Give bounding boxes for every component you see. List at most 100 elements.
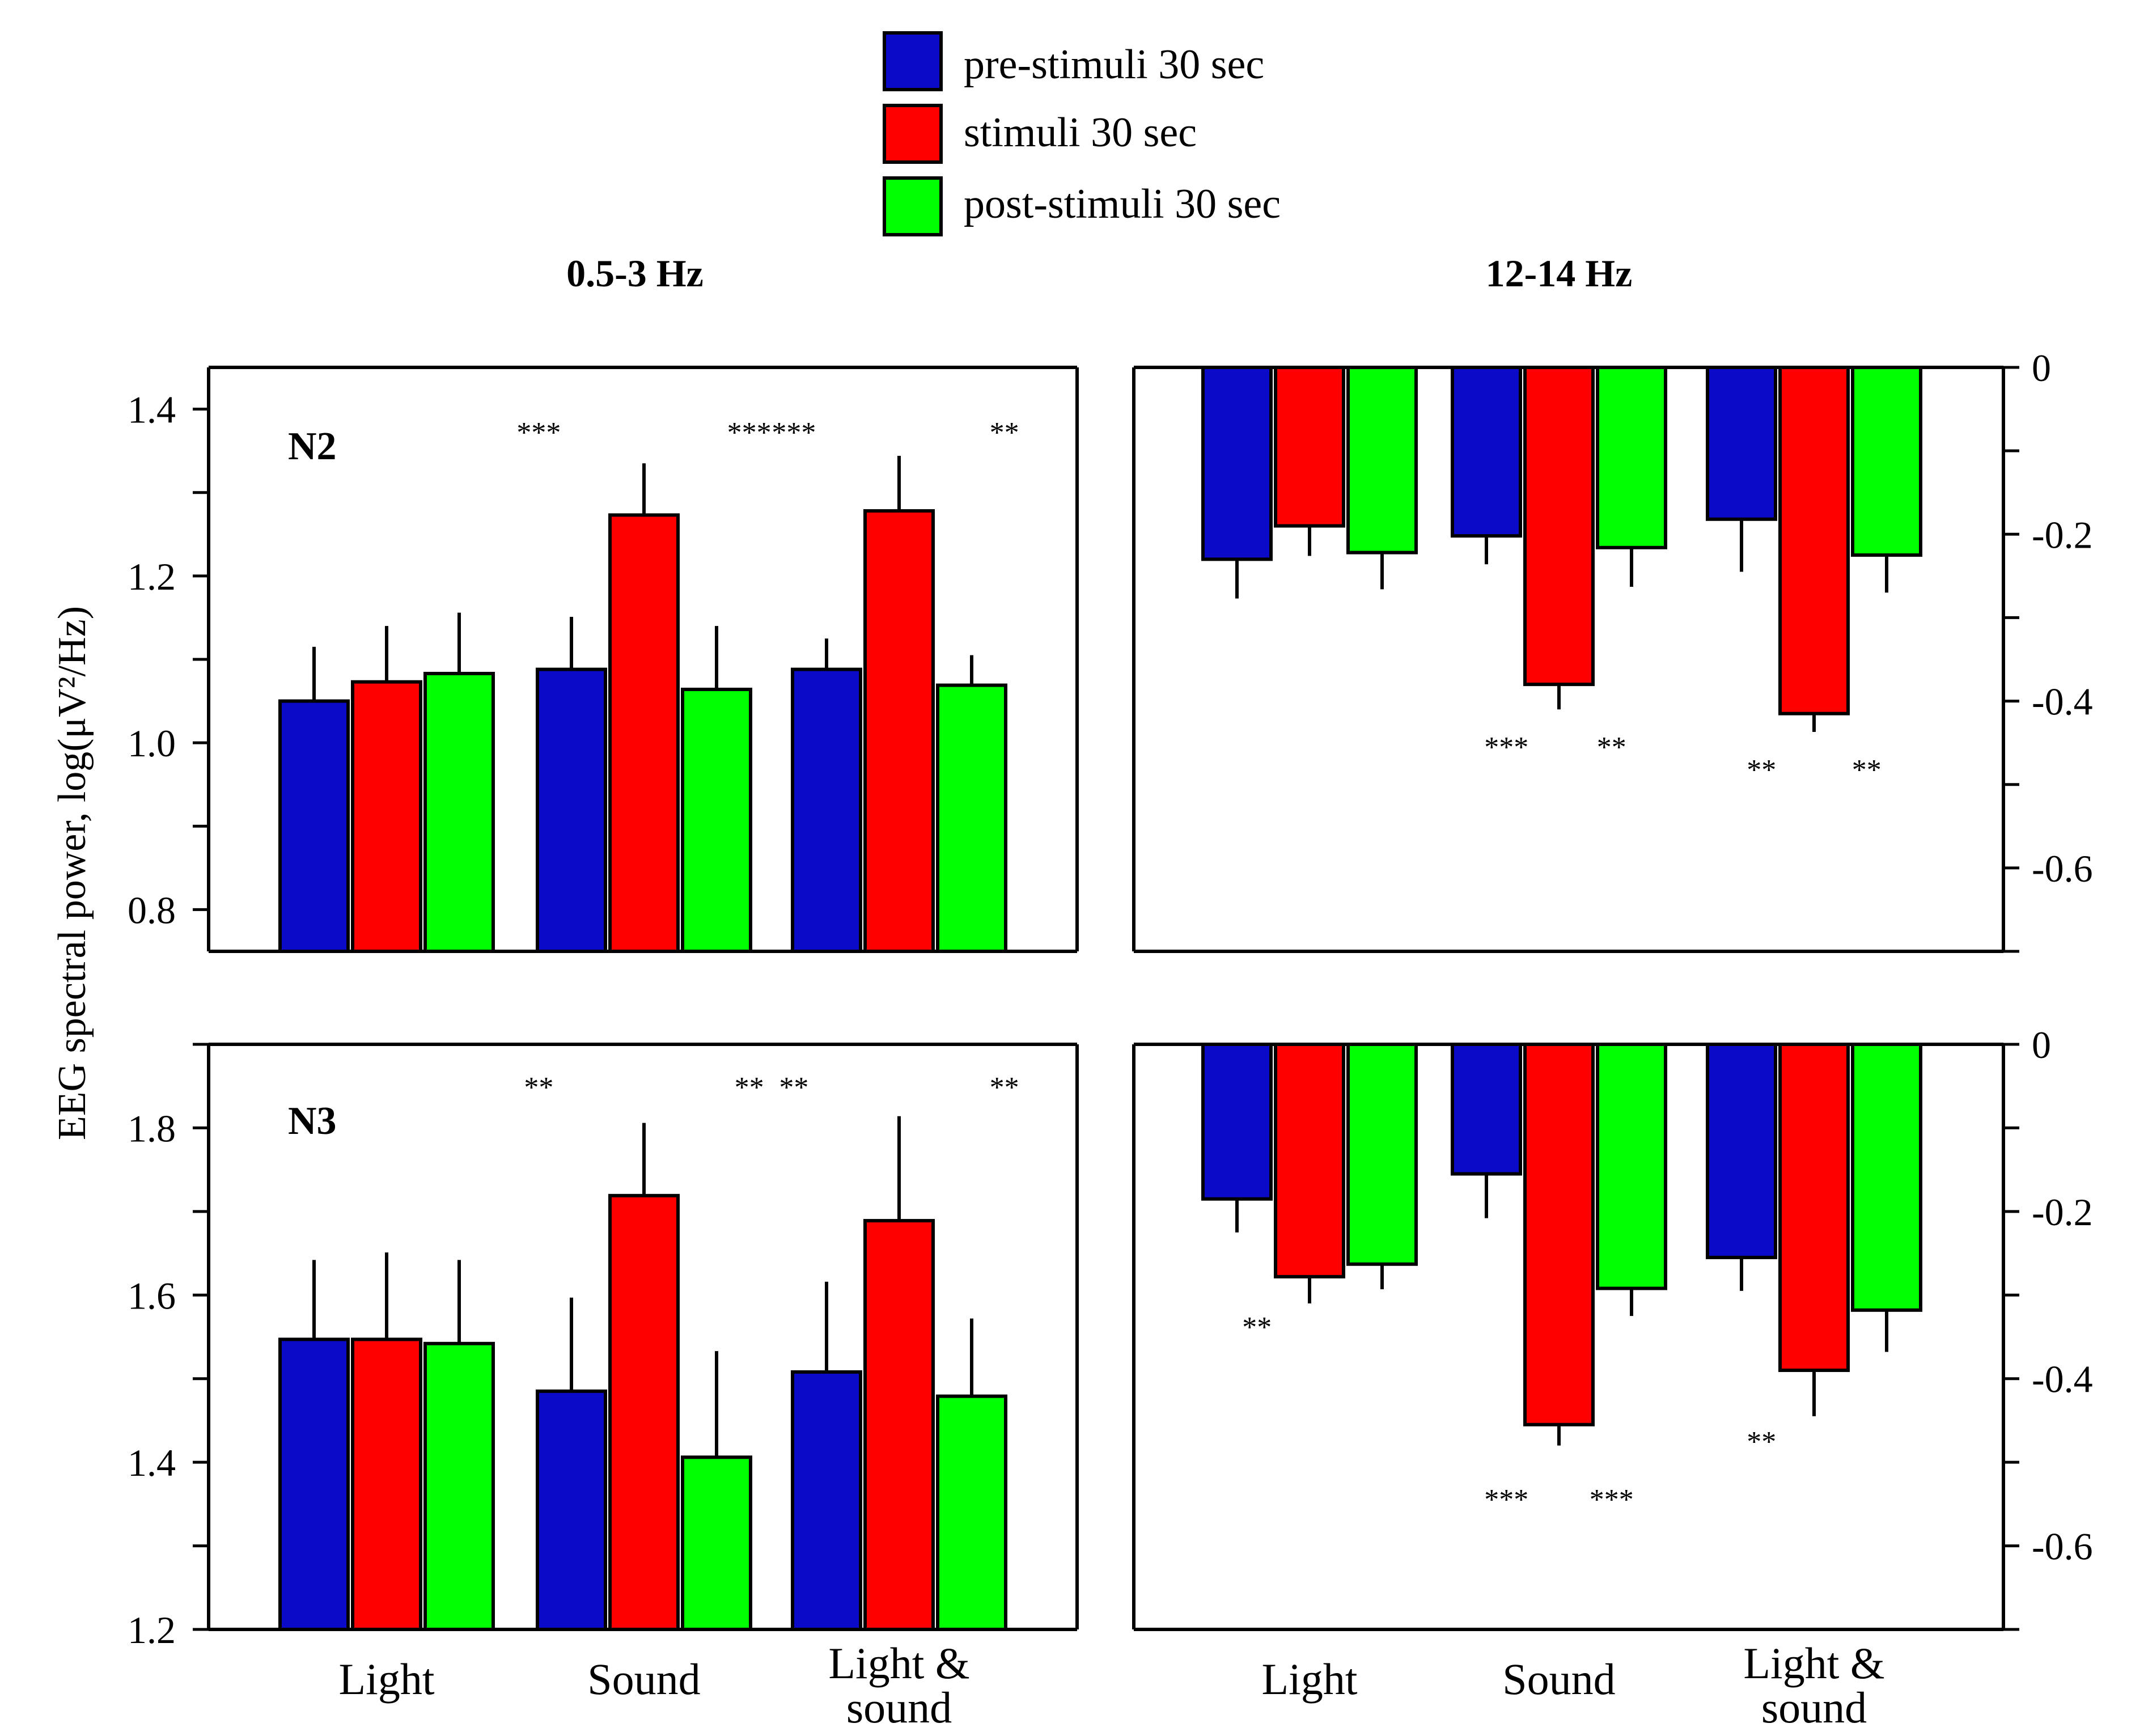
bar-pre bbox=[1706, 1043, 1777, 1259]
y-tick-label: -0.4 bbox=[2032, 1358, 2093, 1401]
y-tick-label: -0.4 bbox=[2032, 680, 2093, 723]
y-tick-label: 1.0 bbox=[128, 722, 176, 765]
bar-pre bbox=[791, 1370, 862, 1631]
bar-stim bbox=[1778, 366, 1850, 715]
significance-marker: ** bbox=[1747, 754, 1776, 786]
bar-pre bbox=[1451, 366, 1522, 538]
bar-stim bbox=[1274, 1043, 1345, 1278]
column-title-left: 0.5-3 Hz bbox=[566, 252, 704, 295]
bar-post bbox=[936, 683, 1007, 953]
legend-entry-post: post-stimuli 30 sec bbox=[883, 176, 1281, 236]
panel-n2-delta: 0.81.01.21.4N2 *** *** *** ** bbox=[128, 366, 1079, 953]
legend-swatch-stim bbox=[883, 104, 943, 164]
legend-entry-pre: pre-stimuli 30 sec bbox=[883, 31, 1264, 91]
bar-stim bbox=[1523, 366, 1595, 687]
stage-label: N2 bbox=[288, 425, 337, 468]
significance-marker: ** bbox=[990, 1072, 1019, 1104]
y-tick-label: -0.2 bbox=[2032, 1191, 2093, 1234]
bar-post bbox=[936, 1394, 1007, 1632]
bar-pre bbox=[1451, 1043, 1522, 1176]
bar-pre bbox=[278, 1337, 350, 1631]
bar-pre bbox=[1201, 1043, 1273, 1201]
category-label-line: sound bbox=[1761, 1683, 1867, 1732]
bar-post bbox=[1596, 1043, 1667, 1290]
y-tick-label: -0.2 bbox=[2032, 513, 2093, 556]
bar-post bbox=[1851, 1043, 1922, 1312]
bar-stim bbox=[1274, 366, 1345, 528]
bar-post bbox=[1346, 1043, 1418, 1266]
bar-stim bbox=[351, 1337, 422, 1631]
bar-post bbox=[1346, 366, 1418, 554]
legend: pre-stimuli 30 sec stimuli 30 sec post-s… bbox=[883, 31, 1281, 236]
bar-post bbox=[423, 1341, 495, 1631]
category-label: Light bbox=[339, 1654, 435, 1704]
y-tick-label: 1.8 bbox=[128, 1107, 176, 1150]
y-axis-label: EEG spectral power, log(μV²/Hz) bbox=[50, 606, 94, 1140]
category-label: Sound bbox=[587, 1654, 700, 1704]
significance-marker: *** bbox=[1484, 1484, 1528, 1516]
y-tick-label: 1.4 bbox=[128, 388, 176, 431]
bar-stim bbox=[863, 1219, 935, 1631]
significance-marker: ** bbox=[1597, 731, 1626, 764]
y-tick-label: 0 bbox=[2032, 1023, 2051, 1066]
significance-marker: ** bbox=[779, 1072, 808, 1104]
category-label-line: Light & bbox=[1743, 1638, 1884, 1688]
bar-stim bbox=[351, 680, 422, 953]
significance-marker: *** bbox=[772, 417, 816, 449]
bar-stim bbox=[608, 1193, 680, 1631]
bar-post bbox=[423, 672, 495, 953]
y-tick-label: 0 bbox=[2032, 346, 2051, 389]
significance-marker: ** bbox=[524, 1072, 553, 1104]
category-label: Sound bbox=[1502, 1654, 1615, 1704]
significance-marker: *** bbox=[1590, 1484, 1634, 1516]
legend-swatch-pre bbox=[883, 31, 943, 91]
legend-label-post: post-stimuli 30 sec bbox=[964, 181, 1281, 227]
significance-marker: ** bbox=[735, 1072, 764, 1104]
stage-label: N3 bbox=[288, 1099, 337, 1143]
category-label: Light bbox=[1262, 1654, 1358, 1704]
bar-stim bbox=[1523, 1043, 1595, 1426]
bar-post bbox=[681, 687, 752, 953]
bar-pre bbox=[1706, 366, 1777, 521]
significance-marker: ** bbox=[990, 417, 1019, 449]
bar-pre bbox=[536, 1389, 607, 1632]
category-label-line: sound bbox=[846, 1683, 952, 1732]
y-tick-label: -0.6 bbox=[2032, 1525, 2093, 1568]
y-tick-label: 1.2 bbox=[128, 1608, 176, 1652]
category-label: Light & sound bbox=[828, 1638, 969, 1732]
significance-marker: ** bbox=[1852, 754, 1882, 786]
panel-n3-delta: 1.2 1.4 1.6 1.8 N3 ** ** ** ** bbox=[128, 1043, 1079, 1652]
y-tick-label: -0.6 bbox=[2032, 847, 2093, 890]
bar-pre bbox=[791, 667, 862, 953]
bar-post bbox=[681, 1455, 752, 1631]
bar-stim bbox=[608, 513, 680, 953]
panel-n3-sigma: 0-0.2-0.4-0.6***** ***** bbox=[1132, 1023, 2093, 1631]
legend-label-stim: stimuli 30 sec bbox=[964, 109, 1197, 156]
panel-n2-sigma: 0-0.2-0.4-0.6*** **** ** bbox=[1132, 346, 2093, 953]
significance-marker: *** bbox=[1484, 731, 1528, 764]
category-label: Light & sound bbox=[1743, 1638, 1884, 1732]
significance-marker: ** bbox=[1242, 1311, 1272, 1344]
y-tick-label: 1.4 bbox=[128, 1441, 176, 1484]
column-title-right: 12-14 Hz bbox=[1486, 252, 1633, 295]
legend-swatch-post bbox=[883, 176, 943, 236]
bar-post bbox=[1851, 366, 1922, 557]
significance-marker: ** bbox=[1747, 1426, 1776, 1458]
significance-marker: *** bbox=[727, 417, 772, 449]
y-tick-label: 1.2 bbox=[128, 555, 176, 598]
bar-stim bbox=[1778, 1043, 1850, 1372]
category-labels-right: Light Sound Light & sound bbox=[1262, 1638, 1885, 1732]
significance-marker: *** bbox=[516, 417, 561, 449]
bar-pre bbox=[536, 667, 607, 953]
bar-pre bbox=[1201, 366, 1273, 561]
y-tick-label: 0.8 bbox=[128, 888, 176, 931]
legend-label-pre: pre-stimuli 30 sec bbox=[964, 41, 1264, 88]
bar-pre bbox=[278, 699, 350, 953]
y-tick-label: 1.6 bbox=[128, 1274, 176, 1317]
bar-stim bbox=[863, 509, 935, 953]
bar-post bbox=[1596, 366, 1667, 549]
category-labels-left: Light Sound Light & sound bbox=[339, 1638, 970, 1732]
category-label-line: Light & bbox=[828, 1638, 969, 1688]
legend-entry-stim: stimuli 30 sec bbox=[883, 104, 1197, 164]
